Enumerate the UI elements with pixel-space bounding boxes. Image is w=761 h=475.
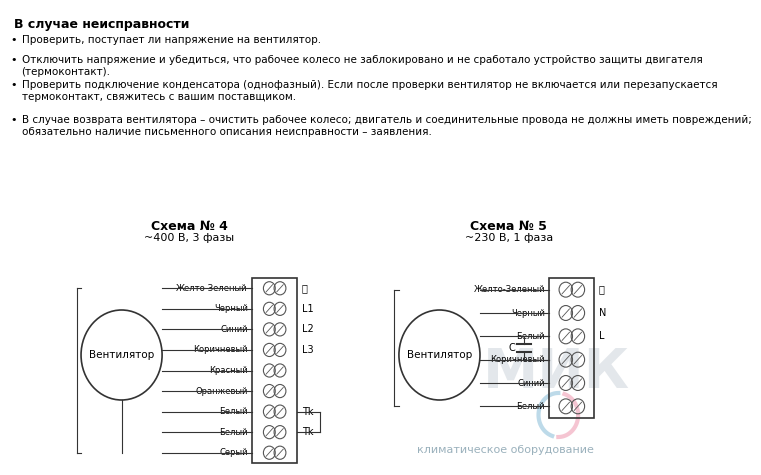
Text: Красный: Красный xyxy=(209,366,247,375)
Text: •: • xyxy=(11,80,18,90)
Text: Белый: Белый xyxy=(219,407,247,416)
Text: Tk: Tk xyxy=(301,407,314,417)
Text: Синий: Синий xyxy=(220,325,247,334)
Text: Белый: Белый xyxy=(219,428,247,437)
Text: Синий: Синий xyxy=(517,379,545,388)
Text: N: N xyxy=(599,308,607,318)
Text: •: • xyxy=(11,35,18,45)
Text: В случае неисправности: В случае неисправности xyxy=(14,18,189,31)
Text: ~230 В, 1 фаза: ~230 В, 1 фаза xyxy=(465,233,553,243)
Text: •: • xyxy=(11,115,18,125)
Text: Проверить, поступает ли напряжение на вентилятор.: Проверить, поступает ли напряжение на ве… xyxy=(21,35,320,45)
Text: ⏚: ⏚ xyxy=(599,285,605,294)
Text: L3: L3 xyxy=(301,345,314,355)
Text: Серый: Серый xyxy=(219,448,247,457)
Bar xyxy=(252,278,298,463)
Text: Вентилятор: Вентилятор xyxy=(89,350,154,360)
Text: Коричневый: Коричневый xyxy=(193,345,247,354)
Text: Оранжевый: Оранжевый xyxy=(196,387,247,396)
Text: Вентилятор: Вентилятор xyxy=(407,350,472,360)
Bar xyxy=(549,278,594,418)
Text: ~400 В, 3 фазы: ~400 В, 3 фазы xyxy=(144,233,234,243)
Text: Белый: Белый xyxy=(516,332,545,341)
Text: Желто-Зеленый: Желто-Зеленый xyxy=(473,285,545,294)
Text: Отключить напряжение и убедиться, что рабочее колесо не заблокировано и не срабо: Отключить напряжение и убедиться, что ра… xyxy=(21,55,702,76)
Text: Черный: Черный xyxy=(214,304,247,314)
Text: Белый: Белый xyxy=(516,402,545,411)
Text: Коричневый: Коричневый xyxy=(490,355,545,364)
Text: Черный: Черный xyxy=(511,308,545,317)
Text: ⏚: ⏚ xyxy=(301,283,307,293)
Text: Схема № 4: Схема № 4 xyxy=(151,220,228,233)
Text: C: C xyxy=(508,343,515,353)
Text: Tk: Tk xyxy=(301,427,314,437)
Text: Схема № 5: Схема № 5 xyxy=(470,220,547,233)
Text: L: L xyxy=(599,332,604,342)
Text: Проверить подключение конденсатора (однофазный). Если после проверки вентилятор : Проверить подключение конденсатора (одно… xyxy=(21,80,717,102)
Text: климатическое оборудование: климатическое оборудование xyxy=(418,445,594,455)
Text: L1: L1 xyxy=(301,304,314,314)
Text: МИК: МИК xyxy=(483,346,630,400)
Text: В случае возврата вентилятора – очистить рабочее колесо; двигатель и соединитель: В случае возврата вентилятора – очистить… xyxy=(21,115,752,137)
Text: Желто-Зеленый: Желто-Зеленый xyxy=(176,284,247,293)
Text: •: • xyxy=(11,55,18,65)
Text: L2: L2 xyxy=(301,324,314,334)
